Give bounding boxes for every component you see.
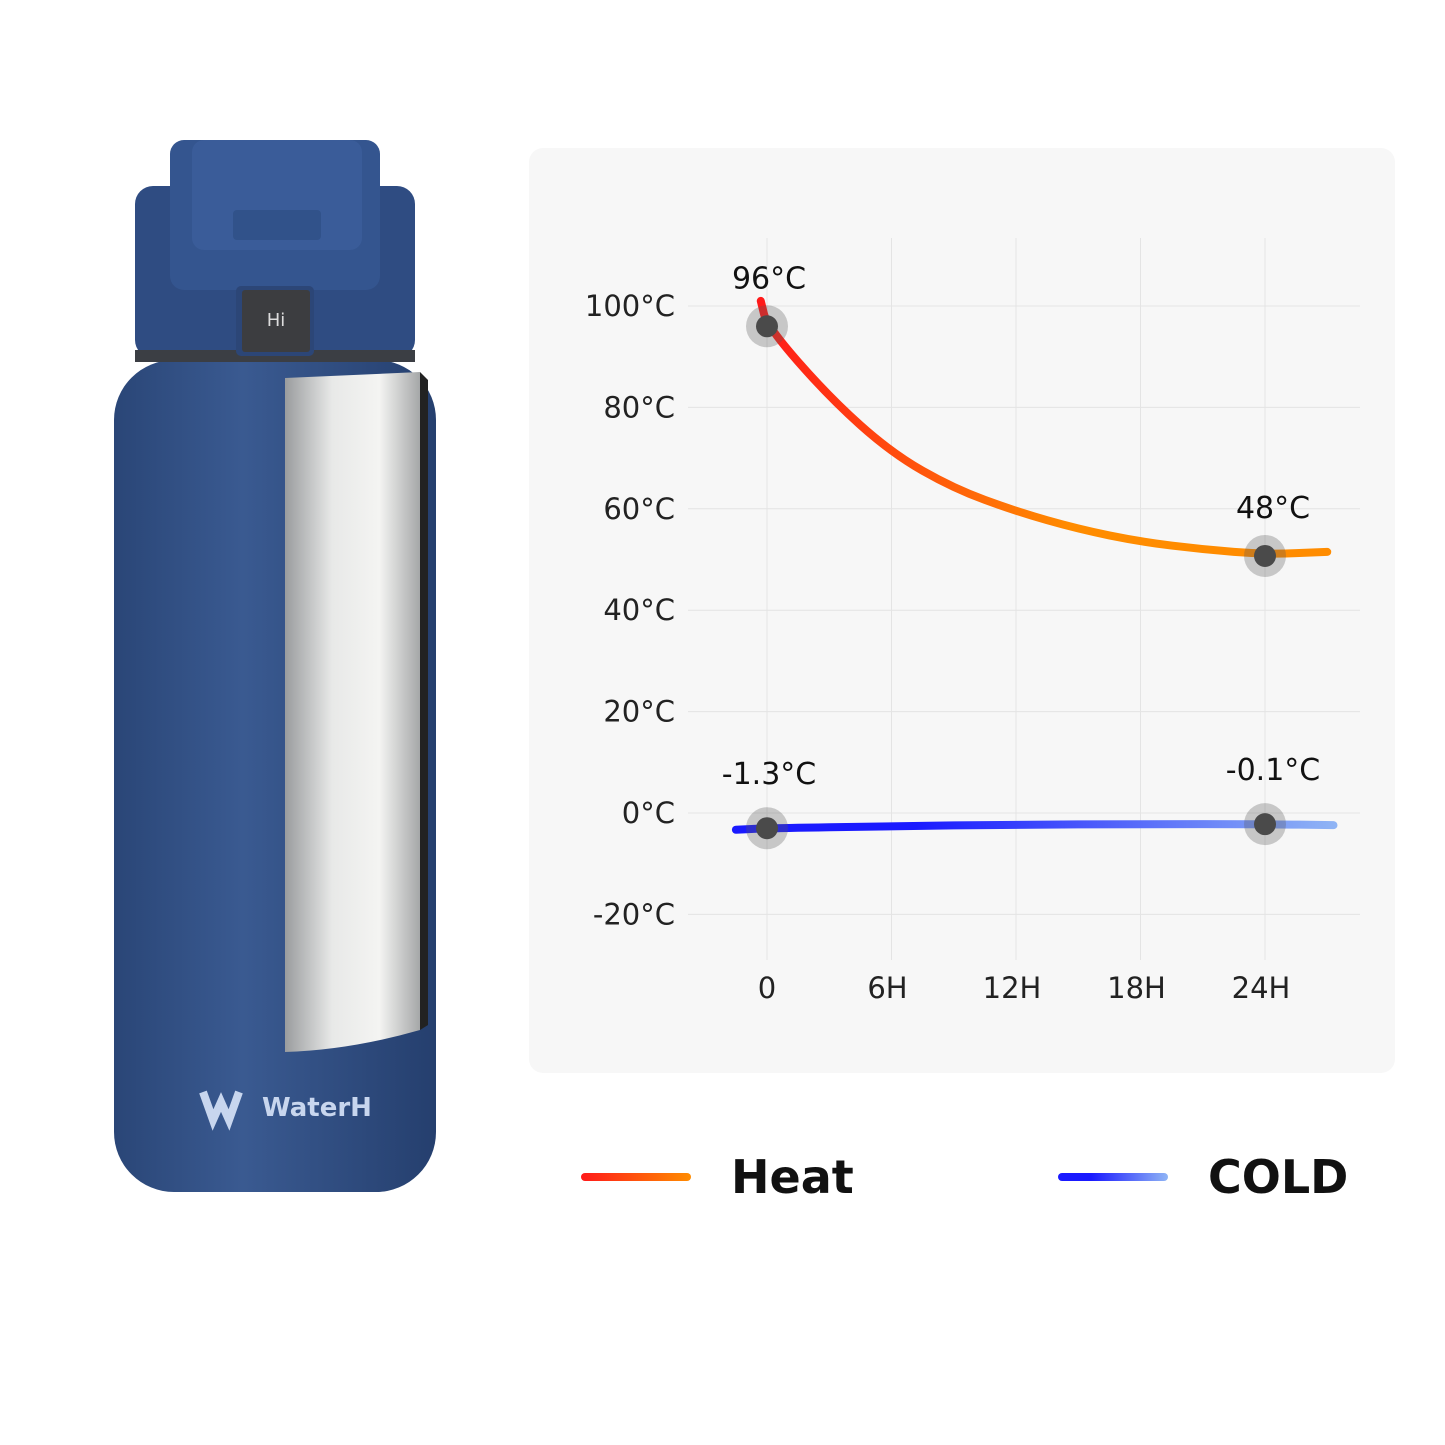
- water-bottle-image: Hi WaterH: [114, 140, 436, 1192]
- data-point: [1254, 544, 1276, 567]
- y-tick-label: 0°C: [622, 796, 675, 830]
- data-label: -1.3°C: [722, 757, 816, 792]
- x-tick-label: 6H: [867, 971, 907, 1005]
- x-tick-label: 12H: [983, 971, 1042, 1005]
- legend-heat-label: Heat: [731, 1150, 854, 1204]
- y-tick-label: -20°C: [593, 897, 675, 931]
- legend-heat: Heat: [581, 1150, 854, 1204]
- heat-swatch: [581, 1173, 691, 1181]
- data-label: 96°C: [732, 261, 806, 296]
- data-point: [756, 817, 778, 840]
- x-tick-label: 0: [758, 971, 776, 1005]
- data-point: [1254, 813, 1276, 836]
- heat-series-line: [756, 296, 1332, 558]
- y-tick-label: 20°C: [603, 695, 675, 729]
- brand-name: WaterH: [262, 1093, 372, 1123]
- waterh-logo: WaterH: [199, 1090, 372, 1131]
- cold-swatch: [1058, 1173, 1168, 1181]
- data-point: [756, 315, 778, 338]
- x-tick-label: 18H: [1107, 971, 1166, 1005]
- data-label: 48°C: [1236, 491, 1310, 526]
- y-tick-label: 100°C: [585, 289, 675, 323]
- hi-button-label: Hi: [267, 310, 286, 331]
- legend-cold-label: COLD: [1208, 1150, 1349, 1204]
- x-tick-label: 24H: [1232, 971, 1291, 1005]
- y-tick-label: 60°C: [603, 492, 675, 526]
- y-tick-label: 40°C: [603, 593, 675, 627]
- data-label: -0.1°C: [1226, 753, 1320, 788]
- legend-cold: COLD: [1058, 1150, 1348, 1204]
- y-tick-label: 80°C: [603, 390, 675, 424]
- cold-series-line: [731, 820, 1338, 834]
